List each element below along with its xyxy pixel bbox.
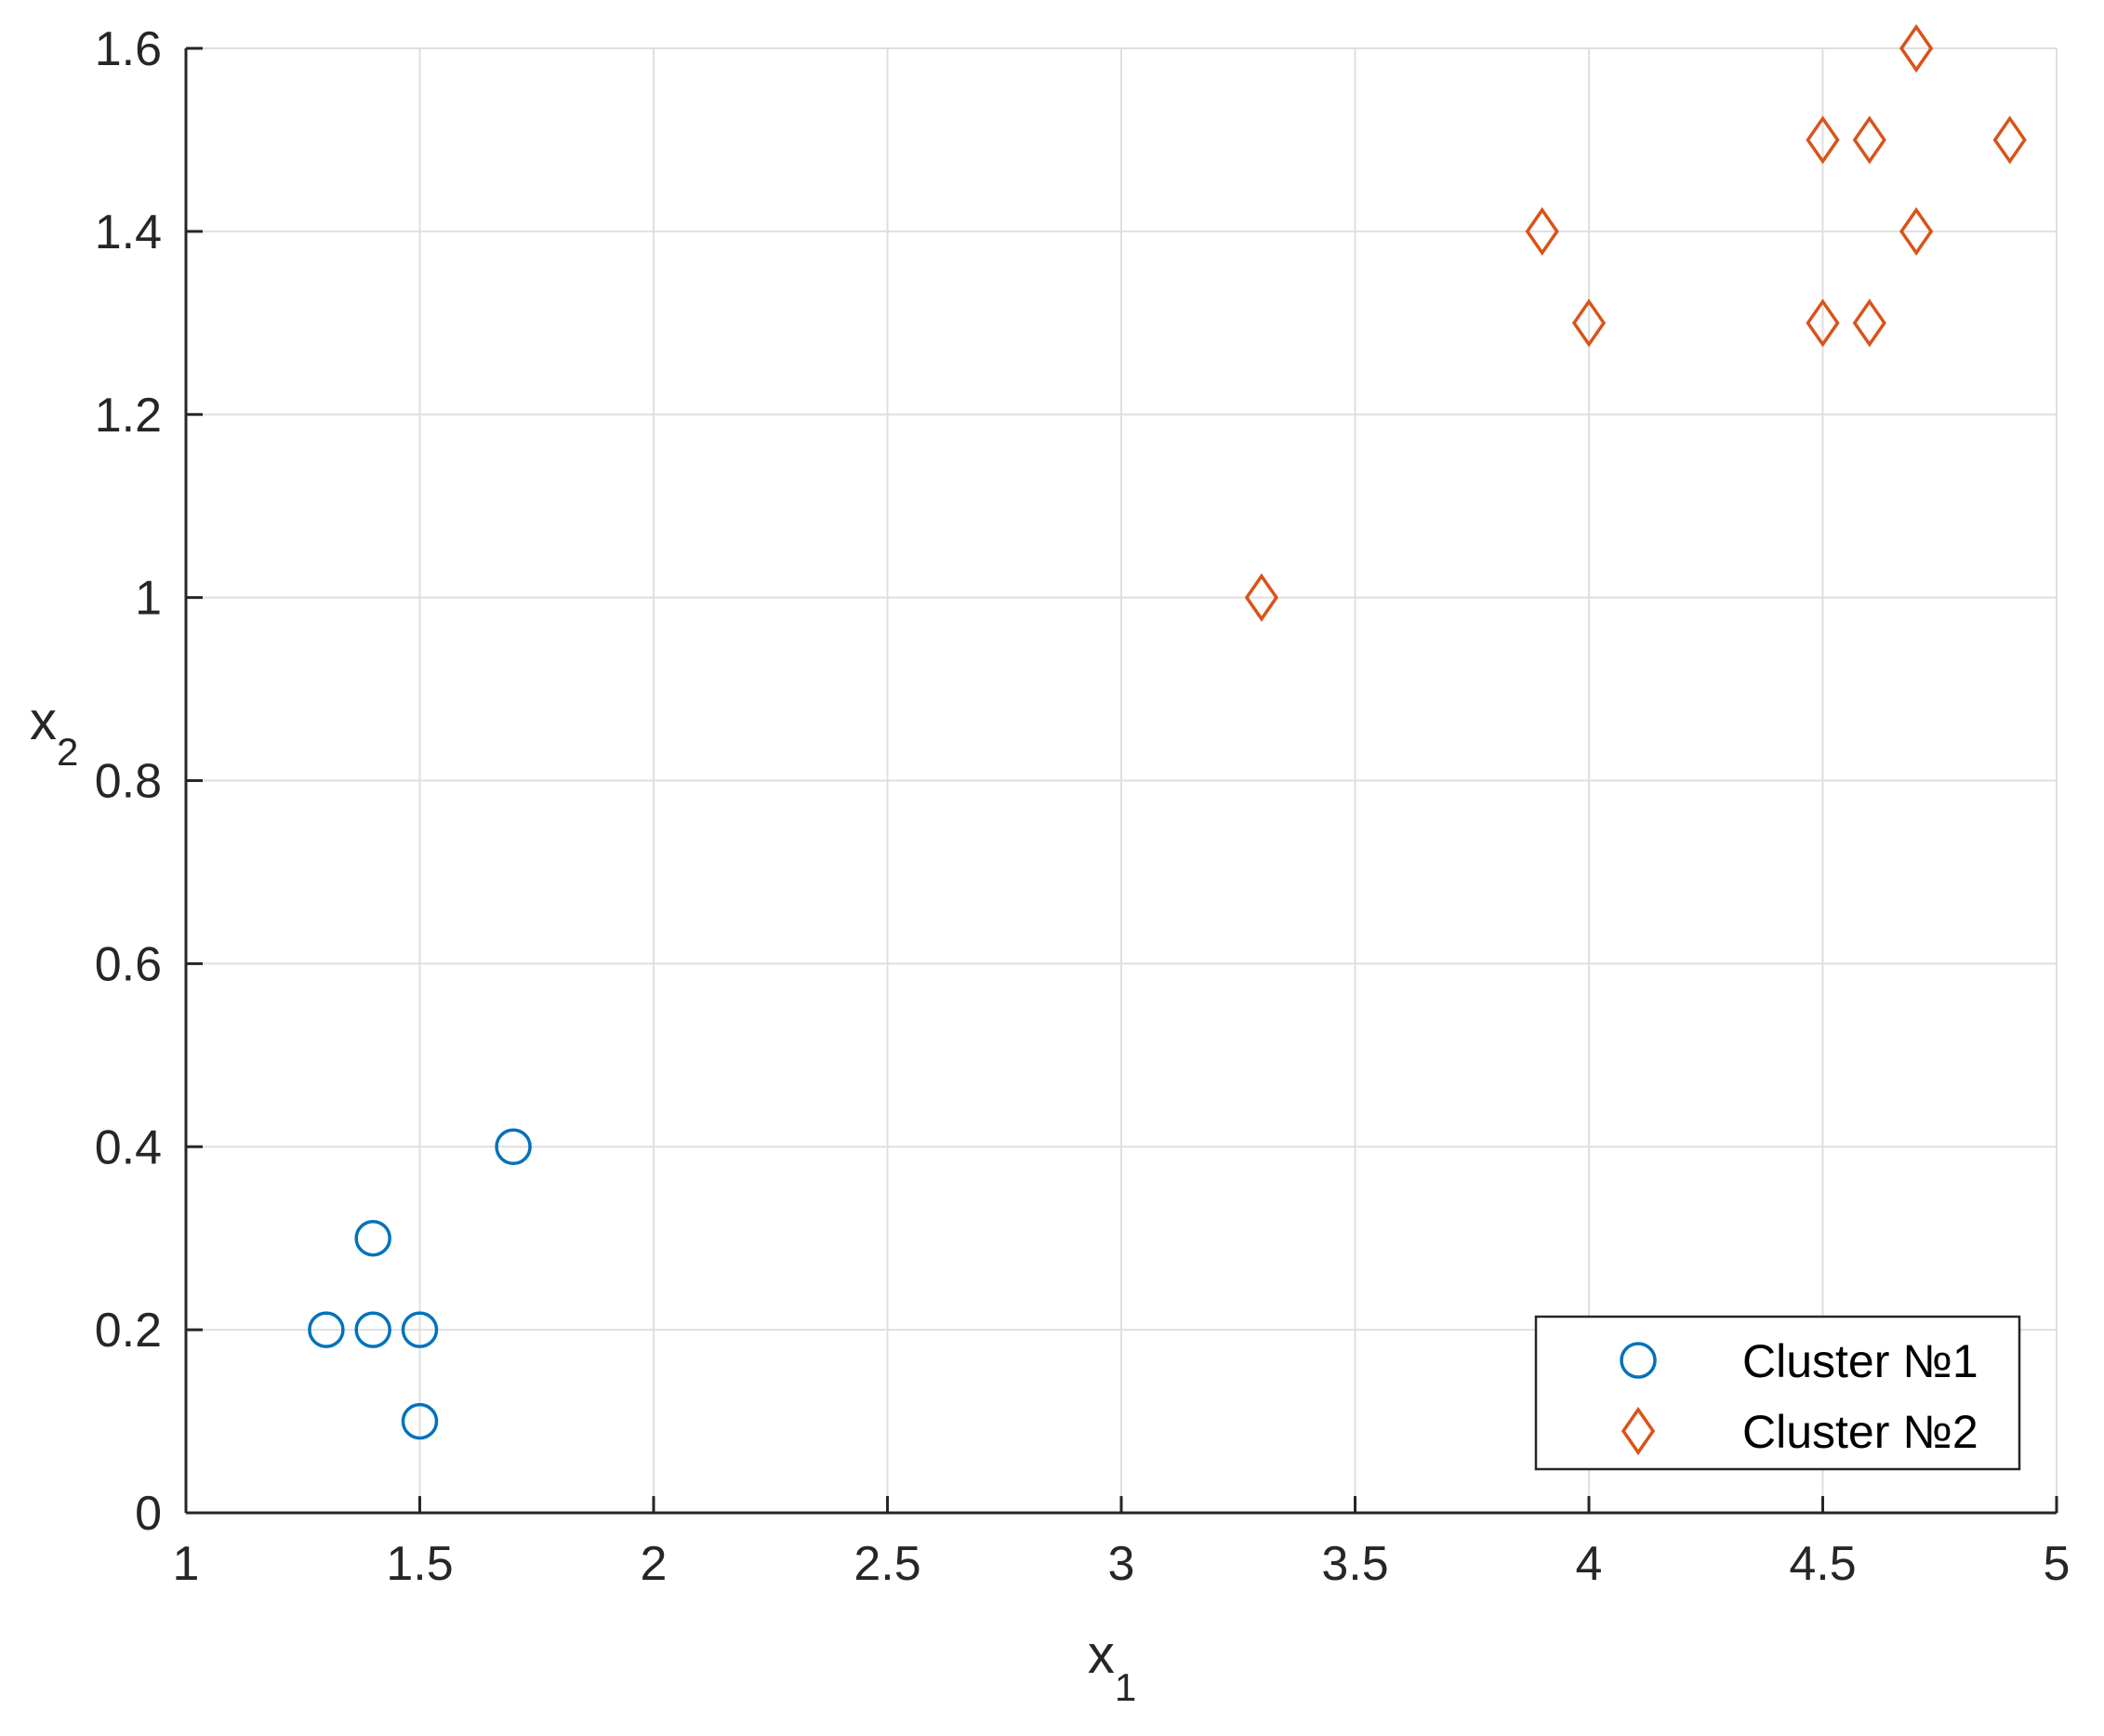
x-axis-label: x1	[1088, 1624, 1136, 1709]
x-tick-label: 1	[173, 1537, 200, 1591]
cluster-2-point	[1525, 206, 1559, 256]
y-tick-label: 0.4	[95, 1120, 162, 1174]
legend-circle-marker	[1620, 1342, 1657, 1379]
y-tick-label: 1.2	[95, 389, 162, 443]
y-tick-label: 0	[135, 1487, 162, 1541]
cluster-2-point	[1244, 573, 1279, 622]
cluster-2-point	[1899, 23, 1934, 73]
cluster-1-point	[308, 1311, 345, 1348]
cluster-2-point	[1992, 115, 2027, 165]
legend-box	[1534, 1315, 2021, 1471]
cluster-2-point	[1852, 115, 1886, 165]
y-tick-label: 0.2	[95, 1304, 162, 1358]
grid-layer	[185, 47, 2058, 1514]
y-axis-label: x2	[30, 691, 78, 774]
y-axis-label-base: x	[30, 691, 57, 751]
x-tick-label: 4.5	[1789, 1537, 1856, 1591]
cluster-2-point	[1806, 298, 1840, 348]
x-axis-label-sub: 1	[1115, 1665, 1136, 1709]
data-points	[308, 23, 2027, 1440]
axes-layer	[184, 46, 2058, 1515]
legend-entry-label: Cluster №2	[1742, 1406, 1978, 1458]
y-tick-label: 1	[135, 572, 162, 626]
y-tick-label: 1.4	[95, 205, 162, 259]
y-axis-label-sub: 2	[57, 730, 78, 774]
y-tick-label: 0.6	[95, 937, 162, 991]
cluster-2-point	[1806, 115, 1840, 165]
x-tick-label: 2.5	[854, 1537, 920, 1591]
x-tick-label: 5	[2044, 1537, 2071, 1591]
cluster-1-point	[495, 1128, 532, 1165]
cluster-2-point	[1571, 298, 1607, 348]
cluster-1-point	[401, 1402, 439, 1440]
y-tick-label: 1.6	[95, 22, 162, 76]
cluster-2-point	[1899, 206, 1934, 256]
legend-diamond-marker	[1621, 1406, 1656, 1456]
cluster-2-point	[1852, 298, 1886, 348]
y-tick-label: 0.8	[95, 755, 162, 809]
legend-entry-label: Cluster №1	[1742, 1335, 1978, 1387]
x-tick-label: 1.5	[386, 1537, 453, 1591]
x-tick-label: 3.5	[1321, 1537, 1388, 1591]
x-tick-label: 2	[641, 1537, 668, 1591]
cluster-1-point	[401, 1311, 439, 1348]
legend: Cluster №1 Cluster №2	[1534, 1315, 2021, 1471]
cluster-1-point	[354, 1311, 391, 1348]
x-tick-label: 4	[1576, 1537, 1603, 1591]
x-tick-label: 3	[1108, 1537, 1135, 1591]
tick-labels: 1 1.5 2 2.5 3 3.5 4 4.5 5 0 0.2 0.4 0.6 0.8 1 1.2 1.4 1.6	[95, 22, 2071, 1591]
x-axis-label-base: x	[1088, 1624, 1115, 1685]
cluster-1-point	[354, 1219, 391, 1257]
